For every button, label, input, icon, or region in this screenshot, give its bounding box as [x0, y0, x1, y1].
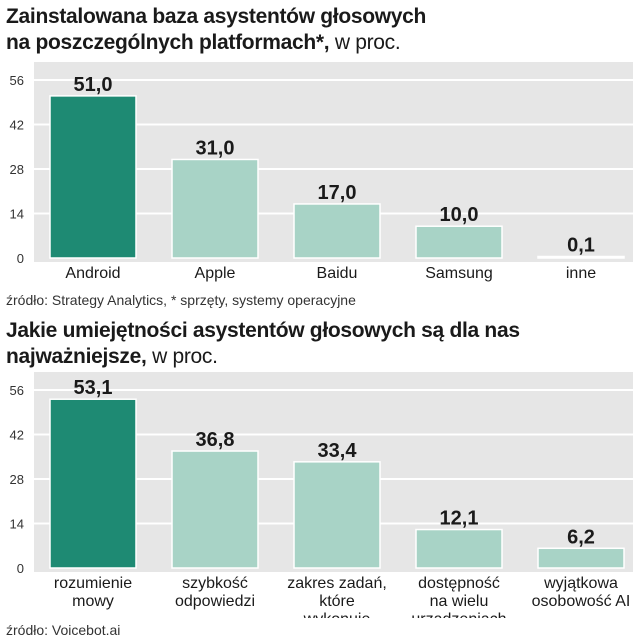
chart1-ytick-label: 42	[10, 118, 24, 133]
chart1-bar	[171, 158, 259, 259]
chart1-bar	[49, 95, 137, 259]
chart2-category-label: które	[319, 593, 355, 610]
chart1-title-line2: na poszczególnych platformach*,	[6, 31, 330, 54]
chart1-title-line2-wrap: na poszczególnych platformach*, w proc.	[6, 30, 426, 56]
chart2-value-label: 36,8	[196, 429, 235, 451]
chart1-unit: w proc.	[334, 31, 401, 54]
chart1-bar	[293, 203, 381, 259]
chart1-ytick-label: 28	[10, 162, 24, 177]
chart1-ytick-label: 0	[17, 251, 24, 266]
chart2-unit: w proc.	[152, 345, 218, 368]
chart2-bar	[537, 547, 625, 569]
chart2-category-label: mowy	[72, 593, 114, 610]
chart1-source: źródło: Strategy Analytics, * sprzęty, s…	[6, 292, 356, 308]
chart1-value-label: 17,0	[318, 182, 357, 204]
chart2-title-line2-wrap: najważniejsze, w proc.	[6, 344, 520, 370]
chart2-category-label: na wielu	[430, 593, 489, 610]
chart2-category-label: zakres zadań,	[287, 575, 387, 592]
chart1-category-label: inne	[566, 265, 596, 282]
chart1-value-label: 31,0	[196, 137, 235, 159]
chart2-title-line1: Jakie umiejętności asystentów głosowych …	[6, 319, 520, 342]
chart1-bar	[415, 225, 503, 259]
chart2-ytick-label: 28	[10, 472, 24, 487]
chart1-title: Zainstalowana baza asystentów głosowych …	[6, 4, 426, 56]
chart1-bar	[537, 255, 625, 259]
chart2-category-label: osobowość AI	[532, 593, 631, 610]
chart2-bar	[293, 461, 381, 569]
chart2-title-line2: najważniejsze,	[6, 345, 147, 368]
chart2-category-label: szybkość	[182, 575, 248, 592]
chart2-value-label: 53,1	[74, 377, 113, 399]
chart2-category-label: rozumienie	[54, 575, 132, 592]
chart1-value-label: 10,0	[440, 204, 479, 226]
chart2-ytick-label: 42	[10, 428, 24, 443]
chart1-title-line1: Zainstalowana baza asystentów głosowych	[6, 5, 427, 28]
chart2-source: źródło: Voicebot.ai	[6, 622, 121, 638]
chart1-category-label: Samsung	[425, 265, 493, 282]
chart2-bar	[49, 398, 137, 569]
chart2-value-label: 12,1	[440, 508, 479, 530]
chart1-ytick-label: 56	[10, 73, 24, 88]
chart2-category-label: wyjątkowa	[543, 575, 618, 592]
chart2-ytick-label: 56	[10, 383, 24, 398]
chart2-bar	[415, 528, 503, 569]
chart2-value-label: 33,4	[318, 440, 358, 462]
chart1-value-label: 51,0	[74, 74, 113, 96]
chart2-ytick-label: 14	[10, 517, 24, 532]
chart2-category-label: wykonuje	[303, 611, 371, 618]
chart1-value-label: 0,1	[567, 235, 595, 257]
chart2-category-label: dostępność	[418, 575, 500, 592]
chart1-category-label: Android	[65, 265, 120, 282]
chart2-category-label: odpowiedzi	[175, 593, 255, 610]
chart2-category-label: urządzeniach	[411, 611, 506, 618]
chart1-category-label: Apple	[195, 265, 236, 282]
chart2-title: Jakie umiejętności asystentów głosowych …	[6, 318, 520, 370]
chart2-value-label: 6,2	[567, 526, 595, 548]
chart1-ytick-label: 14	[10, 207, 24, 222]
chart1-plot: 0 14 28 42 56 51,0 Android 31,0 Apple 17,0 Baidu 10…	[10, 62, 633, 282]
chart1-category-label: Baidu	[317, 265, 358, 282]
chart2-ytick-label: 0	[17, 561, 24, 576]
chart2-bar	[171, 450, 259, 569]
